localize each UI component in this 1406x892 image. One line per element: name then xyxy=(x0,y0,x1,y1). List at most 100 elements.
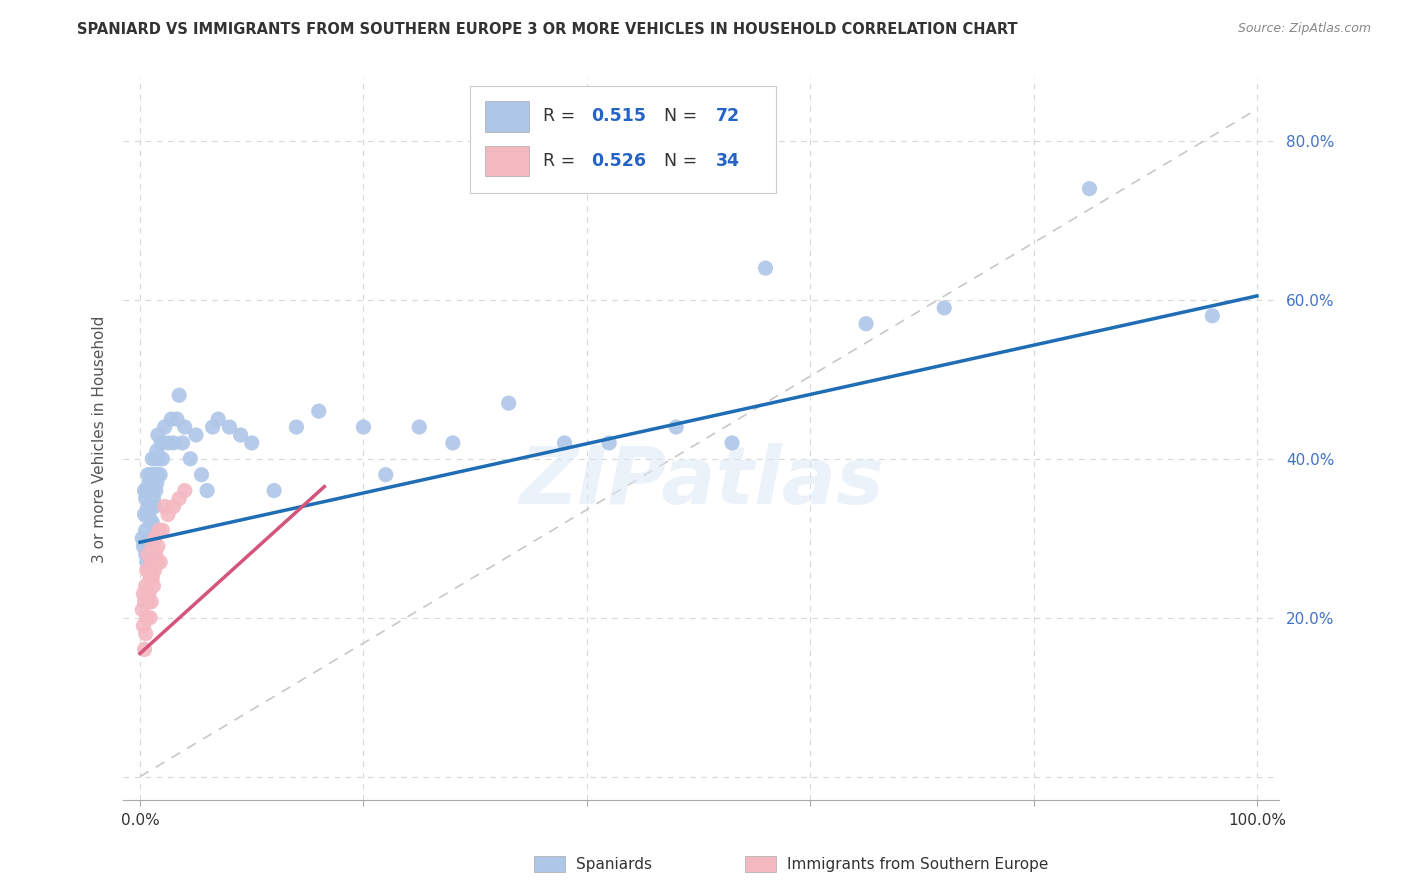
Point xyxy=(148,451,170,466)
Point xyxy=(229,428,252,442)
Point xyxy=(153,500,176,514)
Point xyxy=(135,555,157,569)
Point xyxy=(141,547,163,561)
Point xyxy=(141,595,163,609)
Point xyxy=(139,483,162,498)
Point xyxy=(285,420,308,434)
Point xyxy=(150,436,173,450)
Y-axis label: 3 or more Vehicles in Household: 3 or more Vehicles in Household xyxy=(93,315,107,563)
Point xyxy=(141,516,163,530)
Text: R =: R = xyxy=(543,153,581,170)
Point xyxy=(139,610,162,624)
Point xyxy=(136,595,159,609)
Point xyxy=(138,587,160,601)
Point xyxy=(162,500,184,514)
FancyBboxPatch shape xyxy=(485,102,529,132)
Point xyxy=(138,563,160,577)
Point xyxy=(1201,309,1223,323)
Point xyxy=(135,524,157,538)
Point xyxy=(139,571,162,585)
Point xyxy=(152,451,174,466)
Point xyxy=(135,483,157,498)
Point xyxy=(141,451,163,466)
Point xyxy=(173,483,195,498)
Point xyxy=(136,531,159,545)
Point xyxy=(167,491,190,506)
Point xyxy=(153,420,176,434)
Text: 72: 72 xyxy=(716,107,741,126)
Point xyxy=(138,475,160,490)
Point xyxy=(146,555,169,569)
Point xyxy=(141,500,163,514)
Point xyxy=(934,301,956,315)
FancyBboxPatch shape xyxy=(470,87,776,194)
Point xyxy=(141,467,163,482)
Point xyxy=(135,508,157,522)
Point xyxy=(139,516,162,530)
Text: R =: R = xyxy=(543,107,581,126)
Point xyxy=(553,436,575,450)
Point xyxy=(132,539,155,553)
Point xyxy=(240,436,263,450)
Point xyxy=(308,404,330,418)
Point xyxy=(184,428,207,442)
Point xyxy=(179,451,201,466)
Point xyxy=(135,579,157,593)
Point xyxy=(263,483,285,498)
Point xyxy=(146,539,169,553)
Point xyxy=(141,483,163,498)
Point xyxy=(207,412,229,426)
Point xyxy=(160,412,183,426)
Point xyxy=(134,508,156,522)
Point xyxy=(141,539,163,553)
Point xyxy=(136,500,159,514)
Point xyxy=(172,436,194,450)
Point xyxy=(374,467,396,482)
Point xyxy=(162,436,184,450)
Point xyxy=(441,436,464,450)
Point xyxy=(142,467,165,482)
Point xyxy=(408,420,430,434)
Point xyxy=(145,547,167,561)
Point xyxy=(156,508,179,522)
Point xyxy=(1078,182,1101,196)
Point xyxy=(143,531,166,545)
FancyBboxPatch shape xyxy=(485,146,529,177)
Point xyxy=(145,483,167,498)
Point xyxy=(132,587,155,601)
Point xyxy=(498,396,520,410)
Point xyxy=(134,595,156,609)
Text: ZIPatlas: ZIPatlas xyxy=(519,443,884,521)
Text: Spaniards: Spaniards xyxy=(576,857,652,871)
Point xyxy=(135,547,157,561)
Point xyxy=(665,420,688,434)
Point xyxy=(201,420,224,434)
Point xyxy=(598,436,620,450)
Point xyxy=(142,579,165,593)
Point xyxy=(218,420,240,434)
Point xyxy=(135,610,157,624)
Point xyxy=(855,317,877,331)
Point xyxy=(148,524,170,538)
Point xyxy=(131,531,153,545)
Point xyxy=(136,547,159,561)
Point xyxy=(143,563,166,577)
Point xyxy=(143,467,166,482)
Point xyxy=(135,563,157,577)
Point xyxy=(352,420,374,434)
Point xyxy=(141,571,163,585)
Point xyxy=(146,428,169,442)
Point xyxy=(149,467,172,482)
Text: Source: ZipAtlas.com: Source: ZipAtlas.com xyxy=(1237,22,1371,36)
Text: N =: N = xyxy=(664,153,703,170)
Point xyxy=(190,467,212,482)
Text: 34: 34 xyxy=(716,153,741,170)
Point xyxy=(138,508,160,522)
Point xyxy=(146,475,169,490)
Point xyxy=(134,642,156,657)
Point xyxy=(143,500,166,514)
Point xyxy=(134,483,156,498)
Text: N =: N = xyxy=(664,107,703,126)
Point xyxy=(138,539,160,553)
Point xyxy=(166,412,188,426)
